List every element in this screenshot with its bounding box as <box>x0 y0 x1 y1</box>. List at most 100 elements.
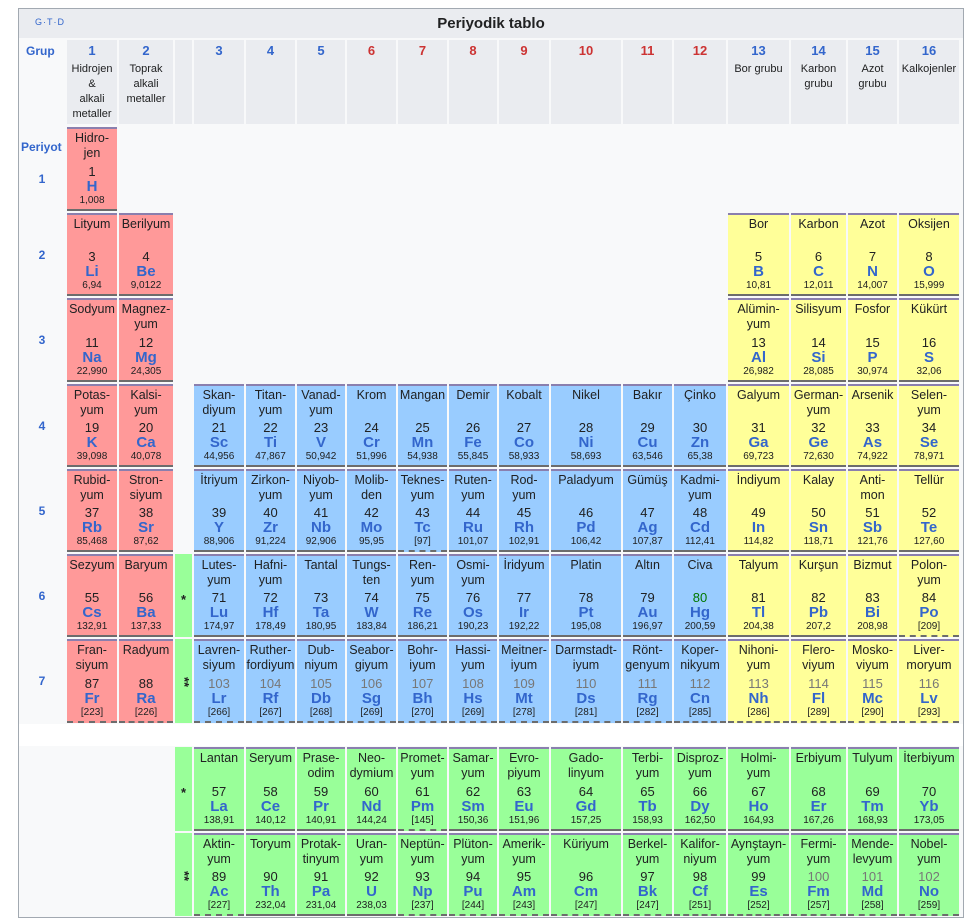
element-symbol[interactable]: Ce <box>260 798 281 815</box>
element-symbol[interactable]: Sm <box>461 798 485 815</box>
element-symbol[interactable]: U <box>366 883 377 900</box>
element-symbol[interactable]: Np <box>412 883 433 900</box>
element-eu[interactable]: Evro- piyum 63 Eu 151,96 <box>499 747 549 831</box>
element-symbol[interactable]: Sr <box>138 519 154 536</box>
element-symbol[interactable]: As <box>862 434 883 451</box>
element-symbol[interactable]: Bi <box>865 604 880 621</box>
element-al[interactable]: Alümin- yum 13 Al 26,982 <box>728 298 789 382</box>
element-nh[interactable]: Nihoni- yum 113 Nh [286] <box>728 639 789 723</box>
element-symbol[interactable]: Lu <box>209 604 229 621</box>
element-es[interactable]: Aynştayn- yum 99 Es [252] <box>728 833 789 916</box>
element-np[interactable]: Neptün- yum 93 Np [237] <box>398 833 447 916</box>
element-symbol[interactable]: Be <box>136 263 156 280</box>
period-number-5[interactable]: 5 <box>38 503 46 518</box>
element-be[interactable]: Berilyum 4 Be 9,0122 <box>119 213 173 296</box>
element-symbol[interactable]: Cn <box>690 690 710 707</box>
element-symbol[interactable]: Y <box>213 519 224 536</box>
element-symbol[interactable]: Gd <box>575 798 597 815</box>
element-pd[interactable]: Paladyum 46 Pd 106,42 <box>551 469 621 552</box>
group-header-7[interactable]: 7 <box>398 40 447 124</box>
element-symbol[interactable]: Ge <box>808 434 829 451</box>
element-symbol[interactable]: Mn <box>411 434 434 451</box>
element-symbol[interactable]: Mc <box>862 690 883 707</box>
group-header-15[interactable]: 15 Azot grubu <box>848 40 897 124</box>
element-symbol[interactable]: Tm <box>861 798 884 815</box>
element-re[interactable]: Ren- yum 75 Re 186,21 <box>398 554 447 637</box>
group-header-12[interactable]: 12 <box>674 40 726 124</box>
element-symbol[interactable]: Ra <box>136 690 156 707</box>
element-symbol[interactable]: Pa <box>311 883 331 900</box>
group-header-4[interactable]: 4 <box>246 40 295 124</box>
element-os[interactable]: Osmi- yum 76 Os 190,23 <box>449 554 497 637</box>
element-h[interactable]: Hidro- jen 1 H 1,008 <box>67 127 117 211</box>
element-tl[interactable]: Talyum 81 Tl 204,38 <box>728 554 789 637</box>
element-si[interactable]: Silisyum 14 Si 28,085 <box>791 298 846 382</box>
period-number-7[interactable]: 7 <box>38 674 46 688</box>
element-ds[interactable]: Darmstadt- iyum 110 Ds [281] <box>551 639 621 723</box>
element-symbol[interactable]: Tb <box>638 798 657 815</box>
element-symbol[interactable]: Po <box>919 604 939 621</box>
element-cr[interactable]: Krom 24 Cr 51,996 <box>347 384 396 467</box>
group-header-3[interactable]: 3 <box>194 40 244 124</box>
element-ir[interactable]: İridyum 77 Ir 192,22 <box>499 554 549 637</box>
element-symbol[interactable]: Ac <box>209 883 229 900</box>
element-rf[interactable]: Ruther- fordiyum 104 Rf [267] <box>246 639 295 723</box>
element-symbol[interactable]: Lv <box>920 690 938 707</box>
element-ta[interactable]: Tantal 73 Ta 180,95 <box>297 554 345 637</box>
element-symbol[interactable]: Pr <box>313 798 329 815</box>
element-symbol[interactable]: Er <box>810 798 827 815</box>
element-symbol[interactable]: Tc <box>414 519 431 536</box>
element-symbol[interactable]: Pb <box>808 604 829 621</box>
element-bk[interactable]: Berkel- yum 97 Bk [247] <box>623 833 672 916</box>
element-symbol[interactable]: Al <box>751 349 766 366</box>
element-bi[interactable]: Bizmut 83 Bi 208,98 <box>848 554 897 637</box>
element-symbol[interactable]: Hs <box>463 690 483 707</box>
element-as[interactable]: Arsenik 33 As 74,922 <box>848 384 897 467</box>
element-bh[interactable]: Bohr- iyum 107 Bh [270] <box>398 639 447 723</box>
element-symbol[interactable]: Yb <box>919 798 939 815</box>
element-symbol[interactable]: Se <box>919 434 939 451</box>
element-lu[interactable]: Lutes- yum 71 Lu 174,97 <box>194 554 244 637</box>
element-symbol[interactable]: Pd <box>576 519 596 536</box>
element-symbol[interactable]: Nh <box>748 690 769 707</box>
element-v[interactable]: Vanad- yum 23 V 50,942 <box>297 384 345 467</box>
element-fr[interactable]: Fran- siyum 87 Fr [223] <box>67 639 117 723</box>
group-header-14[interactable]: 14 Karbon grubu <box>791 40 846 124</box>
element-nb[interactable]: Niyob- yum 41 Nb 92,906 <box>297 469 345 552</box>
element-b[interactable]: Bor 5 B 10,81 <box>728 213 789 296</box>
element-symbol[interactable]: Pu <box>463 883 483 900</box>
element-fe[interactable]: Demir 26 Fe 55,845 <box>449 384 497 467</box>
element-sm[interactable]: Samar- yum 62 Sm 150,36 <box>449 747 497 831</box>
element-rh[interactable]: Rod- yum 45 Rh 102,91 <box>499 469 549 552</box>
element-symbol[interactable]: Mg <box>135 349 157 366</box>
element-sr[interactable]: Stron- siyum 38 Sr 87,62 <box>119 469 173 552</box>
element-symbol[interactable]: O <box>923 263 935 280</box>
navbox-links[interactable]: G·T·D <box>35 17 65 27</box>
element-symbol[interactable]: Mo <box>360 519 383 536</box>
element-symbol[interactable]: Ni <box>578 434 594 451</box>
element-rb[interactable]: Rubid- yum 37 Rb 85,468 <box>67 469 117 552</box>
element-symbol[interactable]: Pt <box>578 604 594 621</box>
element-symbol[interactable]: S <box>923 349 934 366</box>
period-number-1[interactable]: 1 <box>38 172 46 186</box>
element-au[interactable]: Altın 79 Au 196,97 <box>623 554 672 637</box>
element-symbol[interactable]: Co <box>514 434 534 451</box>
element-s[interactable]: Kükürt 16 S 32,06 <box>899 298 959 382</box>
element-er[interactable]: Erbiyum 68 Er 167,26 <box>791 747 846 831</box>
element-co[interactable]: Kobalt 27 Co 58,933 <box>499 384 549 467</box>
element-symbol[interactable]: Lr <box>211 690 227 707</box>
element-symbol[interactable]: W <box>364 604 379 621</box>
element-symbol[interactable]: Fe <box>464 434 482 451</box>
element-symbol[interactable]: Sb <box>862 519 883 536</box>
element-symbol[interactable]: Rb <box>82 519 102 536</box>
group-header-8[interactable]: 8 <box>449 40 497 124</box>
element-ca[interactable]: Kalsi- yum 20 Ca 40,078 <box>119 384 173 467</box>
group-header-1[interactable]: 1 Hidrojen & alkali metaller <box>67 40 117 124</box>
element-ti[interactable]: Titan- yum 22 Ti 47,867 <box>246 384 295 467</box>
element-ag[interactable]: Gümüş 47 Ag 107,87 <box>623 469 672 552</box>
element-zn[interactable]: Çinko 30 Zn 65,38 <box>674 384 726 467</box>
element-db[interactable]: Dub- niyum 105 Db [268] <box>297 639 345 723</box>
element-symbol[interactable]: Cr <box>363 434 380 451</box>
element-symbol[interactable]: Sg <box>361 690 382 707</box>
element-mc[interactable]: Mosko- viyum 115 Mc [290] <box>848 639 897 723</box>
